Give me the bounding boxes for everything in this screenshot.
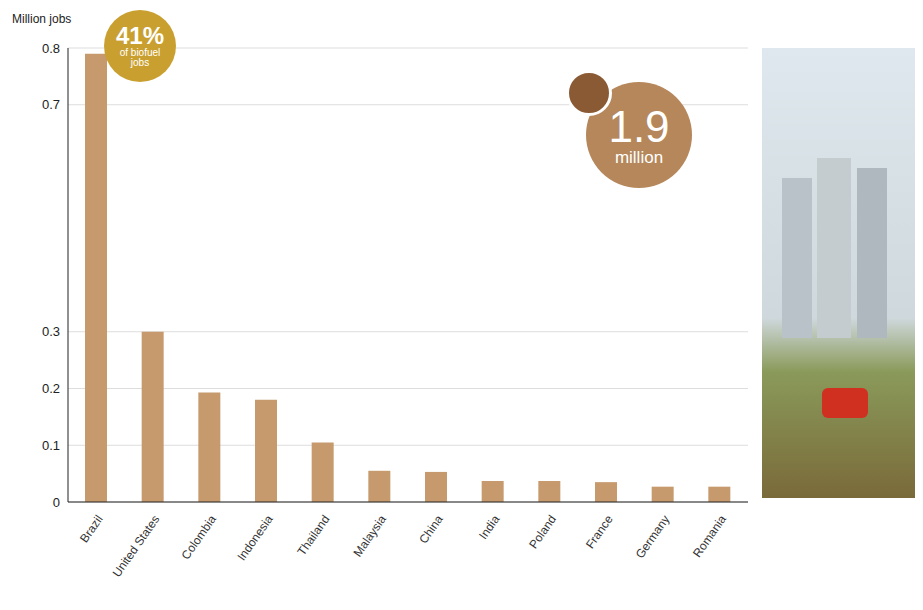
svg-text:Brazil: Brazil [77,513,106,546]
svg-text:Malaysia: Malaysia [350,512,389,559]
svg-text:0.8: 0.8 [42,41,60,56]
svg-text:France: France [583,512,616,551]
html-text:1.9: 1.9 [608,101,670,151]
html-text:of biofuel jobs: of biofuel jobs [119,47,161,68]
svg-text:Germany: Germany [633,513,673,561]
html-text:41%: 41% [116,22,164,49]
html-text:Million jobs: Million jobs [12,12,72,26]
svg-text:0: 0 [53,495,60,510]
svg-text:India: India [476,512,503,542]
svg-text:China: China [416,512,446,546]
svg-text:0.1: 0.1 [42,438,60,453]
svg-text:United States: United States [110,513,163,580]
svg-text:0.2: 0.2 [42,381,60,396]
svg-text:0.3: 0.3 [42,324,60,339]
svg-text:0.7: 0.7 [42,97,60,112]
svg-text:Poland: Poland [526,513,559,552]
svg-text:Colombia: Colombia [179,512,220,562]
svg-text:Romania: Romania [690,512,729,560]
svg-text:Thailand: Thailand [295,513,333,559]
svg-text:Indonesia: Indonesia [234,512,276,563]
html-text:million: million [614,147,664,167]
